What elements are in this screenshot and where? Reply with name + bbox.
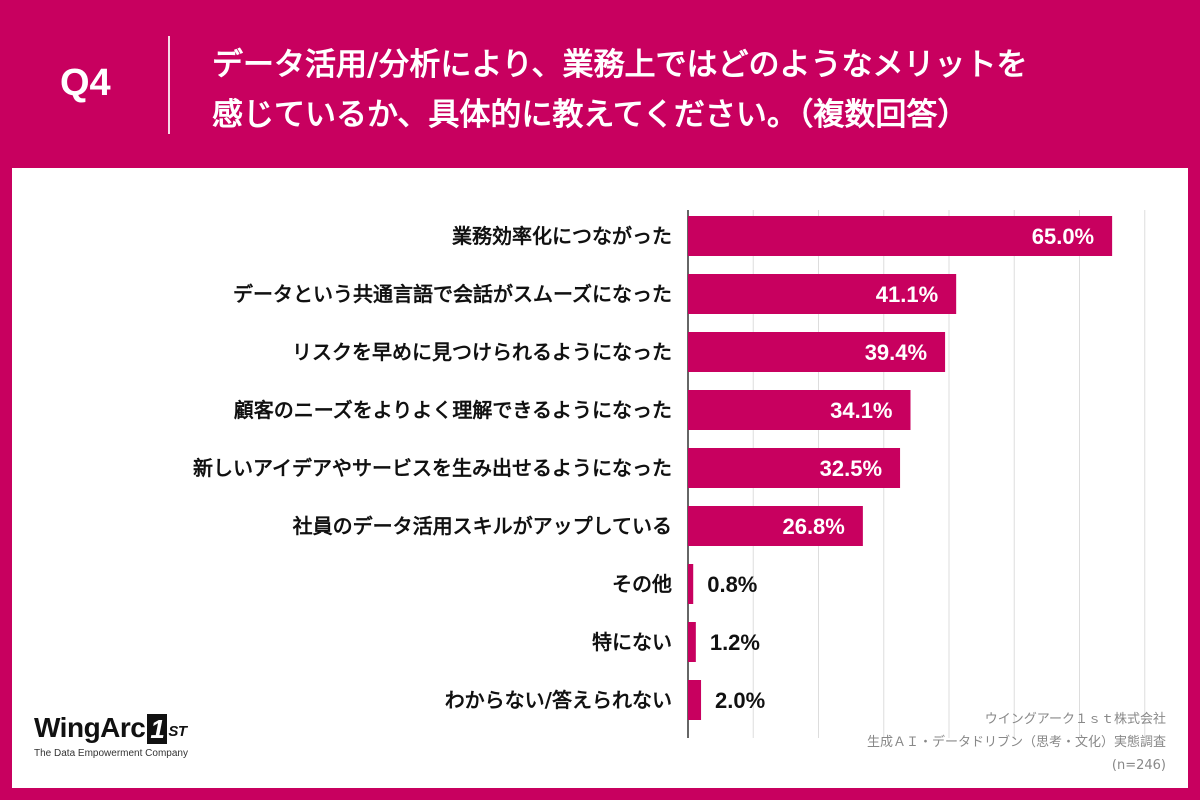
source-survey: 生成ＡＩ・データドリブン（思考・文化）実態調査 — [866, 735, 1166, 750]
value-label: 65.0% — [1032, 224, 1094, 249]
bar — [688, 506, 863, 546]
logo-word: WingArc — [34, 712, 146, 743]
category-label: 業務効率化につながった — [452, 224, 672, 248]
category-label: 社員のデータ活用スキルがアップしている — [292, 514, 672, 538]
question-number: Q4 — [60, 62, 111, 104]
category-label: 顧客のニーズをよりよく理解できるようになった — [234, 398, 672, 422]
question-title: データ活用/分析により、業務上ではどのようなメリットを 感じているか、具体的に教… — [212, 47, 1028, 133]
wingarc-logo: WingArc 1 ST The Data Empowerment Company — [34, 712, 188, 759]
value-label: 0.8% — [707, 572, 757, 597]
header-divider — [168, 36, 170, 134]
value-label: 41.1% — [876, 282, 938, 307]
bar — [688, 216, 1113, 256]
source-note: ウイングアーク１ｓｔ株式会社 生成ＡＩ・データドリブン（思考・文化）実態調査 (… — [867, 708, 1166, 777]
chart-panel: 業務効率化につながった 65.0% データという共通言語で会話がスムーズになった 41… — [12, 168, 1188, 788]
bar — [688, 274, 957, 314]
header: Q4 データ活用/分析により、業務上ではどのようなメリットを 感じているか、具体… — [0, 0, 1200, 168]
source-company: ウイングアーク１ｓｔ株式会社 — [984, 712, 1166, 727]
value-label: 32.5% — [820, 456, 882, 481]
category-label: データという共通言語で会話がスムーズになった — [233, 282, 672, 306]
bar — [688, 448, 901, 488]
bar-chart: 業務効率化につながった 65.0% データという共通言語で会話がスムーズになった 41… — [193, 210, 1146, 738]
logo-one: 1 — [147, 714, 168, 744]
value-label: 26.8% — [782, 514, 844, 539]
logo-st: ST — [168, 723, 187, 740]
value-label: 34.1% — [830, 398, 892, 423]
bar — [688, 332, 946, 372]
category-label: 特にない — [592, 630, 672, 654]
category-label: リスクを早めに見つけられるようになった — [292, 340, 672, 364]
logo-tagline: The Data Empowerment Company — [34, 748, 188, 759]
bar — [688, 390, 911, 430]
category-label: その他 — [612, 572, 672, 596]
value-label: 2.0% — [715, 688, 765, 713]
category-label: 新しいアイデアやサービスを生み出せるようになった — [193, 456, 672, 480]
source-sample-size: (n=246) — [1111, 758, 1166, 773]
bar — [688, 622, 696, 662]
category-label: わからない/答えられない — [445, 688, 672, 712]
bar — [688, 564, 694, 604]
value-label: 1.2% — [710, 630, 760, 655]
value-label: 39.4% — [865, 340, 927, 365]
bar — [688, 680, 702, 720]
